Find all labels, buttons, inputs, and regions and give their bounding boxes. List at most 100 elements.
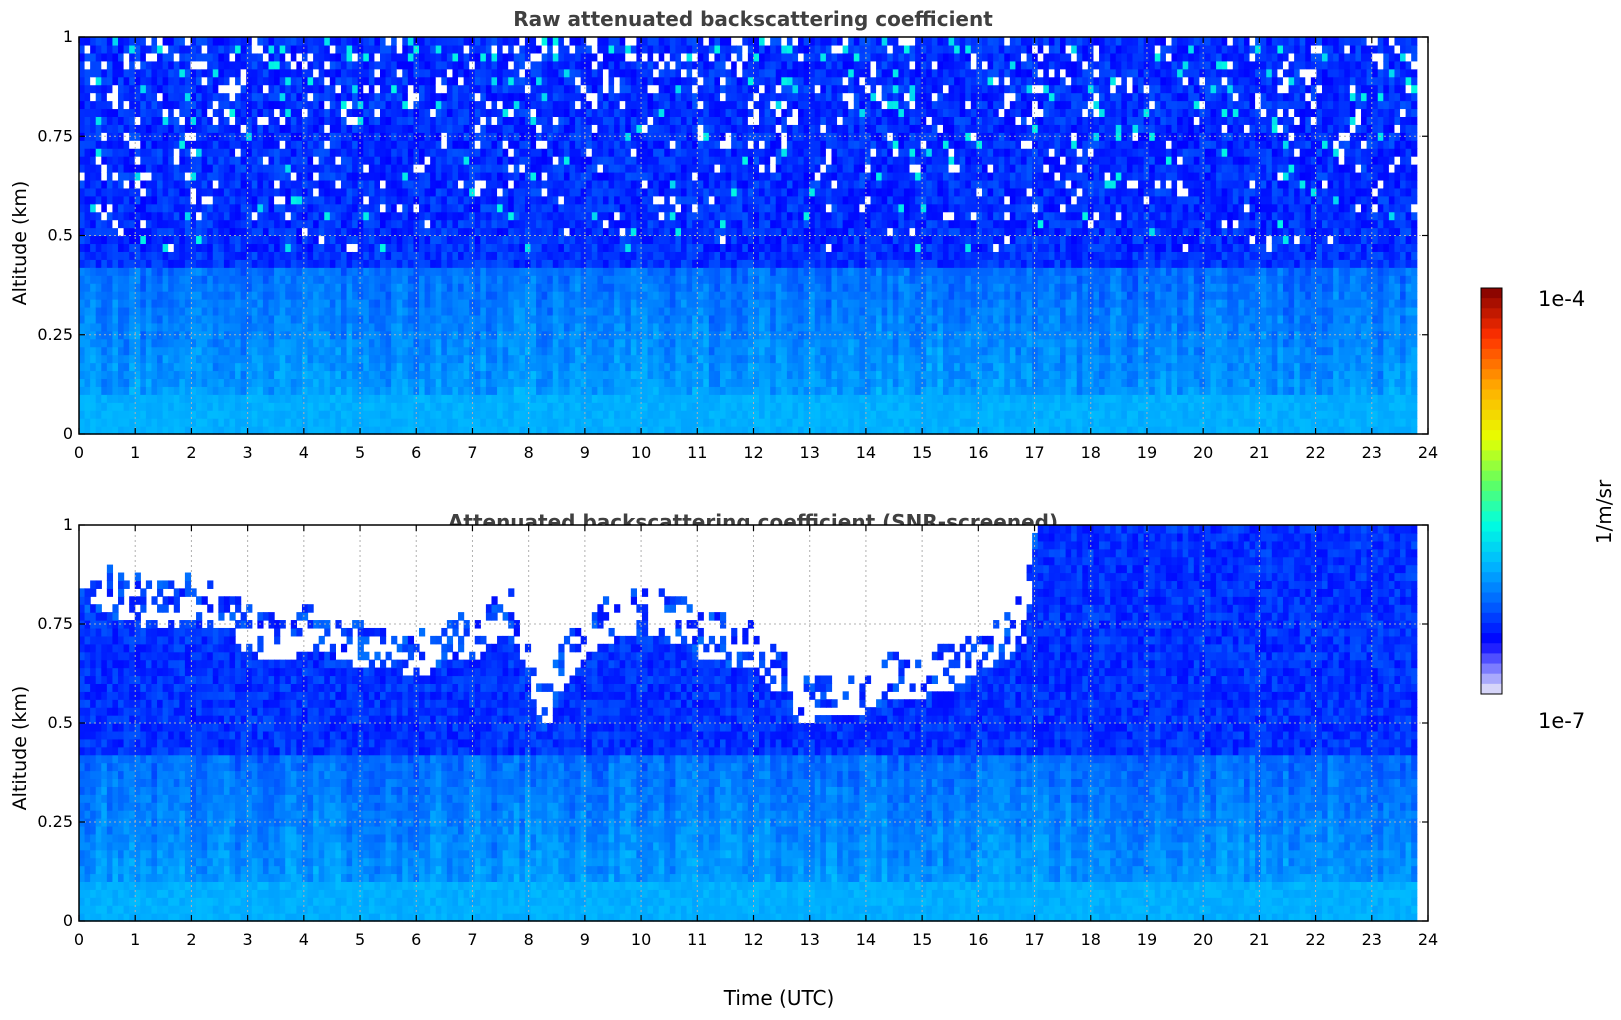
heatmap-cell — [290, 211, 297, 221]
heatmap-cell — [201, 219, 208, 229]
heatmap-cell — [157, 338, 164, 348]
heatmap-cell — [435, 426, 442, 435]
heatmap-cell — [296, 140, 303, 149]
heatmap-cell — [569, 394, 576, 403]
heatmap-cell — [190, 84, 197, 94]
heatmap-cell — [491, 418, 498, 427]
heatmap-cell — [229, 124, 236, 133]
heatmap-cell — [218, 171, 225, 181]
heatmap-cell — [469, 402, 476, 411]
heatmap-cell — [586, 179, 593, 189]
heatmap-cell — [268, 203, 275, 213]
heatmap-cell — [357, 346, 364, 356]
heatmap-cell — [218, 291, 225, 300]
heatmap-cell — [363, 410, 370, 419]
heatmap-cell — [385, 100, 392, 110]
heatmap-cell — [90, 418, 97, 427]
heatmap-cell — [396, 275, 403, 284]
heatmap-cell — [435, 179, 442, 189]
heatmap-cell — [630, 267, 637, 276]
heatmap-cell — [168, 132, 175, 141]
heatmap-cell — [201, 394, 208, 403]
heatmap-cell — [357, 306, 364, 316]
heatmap-cell — [380, 52, 387, 62]
heatmap-cell — [151, 338, 158, 348]
heatmap-cell — [285, 132, 292, 141]
heatmap-cell — [430, 116, 437, 125]
heatmap-cell — [313, 314, 320, 324]
heatmap-cell — [106, 275, 114, 284]
heatmap-cell — [207, 418, 214, 427]
heatmap-cell — [229, 338, 236, 348]
heatmap-cell — [145, 338, 153, 348]
heatmap-cell — [329, 76, 336, 86]
heatmap-cell — [452, 235, 459, 245]
heatmap-cell — [84, 203, 91, 213]
heatmap-cell — [385, 68, 392, 78]
heatmap-cell — [251, 164, 258, 173]
heatmap-cell — [458, 291, 465, 300]
heatmap-cell — [480, 52, 487, 62]
heatmap-cell — [524, 37, 532, 46]
heatmap-cell — [363, 108, 370, 117]
heatmap-cell — [290, 76, 297, 86]
heatmap-cell — [497, 219, 504, 229]
heatmap-cell — [591, 354, 598, 364]
heatmap-cell — [586, 314, 593, 324]
heatmap-cell — [357, 68, 364, 78]
heatmap-cell — [313, 338, 320, 348]
heatmap-cell — [296, 235, 303, 245]
heatmap-cell — [419, 306, 426, 316]
heatmap-cell — [279, 402, 286, 411]
heatmap-cell — [307, 322, 314, 332]
heatmap-cell — [491, 243, 498, 252]
heatmap-cell — [458, 219, 465, 229]
heatmap-cell — [290, 60, 297, 70]
heatmap-cell — [385, 259, 392, 268]
heatmap-cell — [274, 275, 281, 284]
heatmap-cell — [274, 338, 281, 348]
heatmap-cell — [246, 410, 253, 419]
heatmap-cell — [508, 140, 515, 149]
heatmap-cell — [212, 116, 219, 125]
heatmap-cell — [218, 354, 225, 364]
heatmap-cell — [380, 314, 387, 324]
heatmap-cell — [597, 195, 604, 205]
heatmap-cell — [541, 68, 548, 78]
heatmap-cell — [246, 44, 253, 54]
heatmap-cell — [268, 179, 275, 189]
heatmap-cell — [497, 283, 504, 292]
heatmap-cell — [212, 259, 219, 268]
heatmap-cell — [313, 195, 320, 205]
heatmap-cell — [407, 219, 415, 229]
heatmap-cell — [474, 243, 481, 252]
heatmap-cell — [285, 306, 292, 316]
heatmap-cell — [179, 148, 186, 157]
heatmap-cell — [285, 410, 292, 419]
heatmap-cell — [207, 92, 214, 102]
heatmap-cell — [140, 44, 147, 54]
heatmap-cell — [95, 171, 102, 181]
heatmap-cell — [474, 92, 481, 102]
heatmap-cell — [145, 386, 153, 395]
heatmap-cell — [430, 330, 437, 340]
heatmap-cell — [474, 402, 481, 411]
heatmap-cell — [391, 211, 398, 221]
heatmap-cell — [497, 314, 504, 324]
heatmap-cell — [179, 187, 186, 197]
heatmap-cell — [140, 227, 147, 237]
heatmap-cell — [95, 37, 102, 46]
heatmap-cell — [458, 322, 465, 332]
heatmap-cell — [162, 259, 169, 268]
heatmap-cell — [240, 187, 247, 197]
heatmap-cell — [630, 124, 637, 133]
heatmap-cell — [497, 44, 504, 54]
heatmap-cell — [407, 426, 415, 435]
heatmap-cell — [168, 44, 175, 54]
heatmap-cell — [101, 338, 108, 348]
heatmap-cell — [536, 60, 543, 70]
heatmap-cell — [301, 386, 309, 395]
heatmap-cell — [251, 148, 258, 157]
heatmap-cell — [536, 370, 543, 380]
heatmap-cell — [173, 211, 180, 221]
